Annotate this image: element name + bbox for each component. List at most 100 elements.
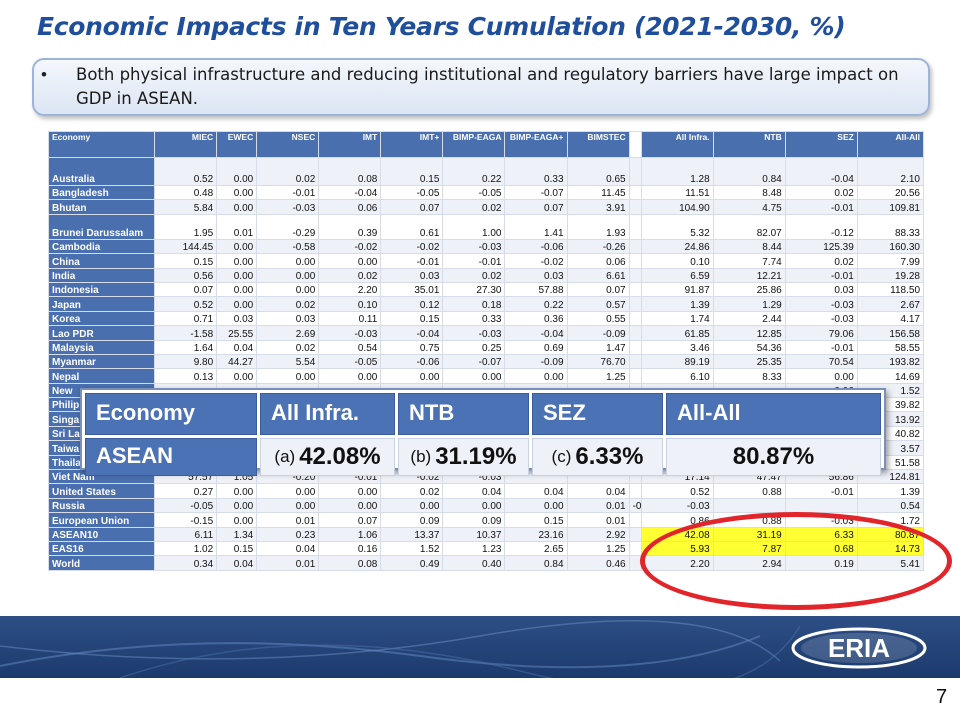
table-row: Myanmar 9.80 44.27 5.54 -0.05 -0.06 -0.07 -0.09… (47, 353, 925, 370)
table-row: EAS16 1.02 0.15 0.04 0.16 1.52 1.23 2.65 1.25 5.9… (47, 540, 925, 557)
economy-cell: Brunei Darussalam (47, 213, 156, 240)
value-cell: 0.02 (442, 267, 506, 283)
table-header-cell: All Infra. (640, 131, 714, 158)
table-row: Bangladesh 0.48 0.00 -0.01 -0.04 -0.05 -0.05 -0… (47, 184, 925, 201)
value-cell: 118.50 (856, 281, 925, 298)
value-cell: 0.69 (504, 339, 568, 355)
economy-cell: European Union (47, 512, 156, 528)
value-cell: 0.07 (380, 199, 444, 215)
value-cell: 1.41 (504, 213, 568, 240)
value-cell: 0.00 (256, 281, 320, 298)
value-cell: 0.00 (216, 296, 258, 312)
value-cell: 0.75 (380, 339, 444, 355)
value-cell: 0.09 (380, 512, 444, 528)
value-cell: 1.74 (640, 310, 714, 327)
table-header-cell: BIMP-EAGA (442, 131, 506, 158)
value-cell: 0.03 (504, 267, 568, 283)
value-cell: 0.84 (504, 555, 568, 571)
value-cell: 0.84 (712, 157, 786, 186)
table-header-cell: NSEC (256, 131, 320, 158)
economy-cell: EAS16 (47, 540, 156, 557)
value-cell: 0.00 (216, 199, 258, 215)
value-cell (628, 184, 642, 201)
value-cell: -0.29 (256, 213, 320, 240)
value-cell: 0.23 (256, 526, 320, 542)
value-cell: 0.08 (318, 555, 382, 571)
value-cell: 1.93 (566, 213, 630, 240)
table-header-cell: IMT+ (380, 131, 444, 158)
value-cell (628, 157, 642, 186)
table-header-cell: MIEC (154, 131, 218, 158)
table-row: Japan 0.52 0.00 0.02 0.10 0.12 0.18 0.22 0.57 1.3… (47, 296, 925, 312)
value-cell: 8.33 (712, 368, 786, 384)
value-cell: 6.10 (640, 368, 714, 384)
value-cell: 0.00 (216, 497, 258, 514)
economy-cell: Korea (47, 310, 156, 327)
value-cell: 0.00 (216, 281, 258, 298)
value-cell: 0.08 (318, 157, 382, 186)
bullet-icon: • (41, 65, 47, 84)
value-cell: 27.30 (442, 281, 506, 298)
value-cell: -0.03 (318, 325, 382, 341)
value-cell: -0.01 (784, 339, 858, 355)
callout-header-all-all: All-All (666, 393, 881, 435)
value-cell (784, 497, 858, 514)
value-cell: 0.02 (380, 483, 444, 499)
table-row: Brunei Darussalam 1.95 0.01 -0.29 0.39 0.61 1.… (47, 213, 925, 240)
value-cell: 2.69 (256, 325, 320, 341)
asean-callout: Economy All Infra. NTB SEZ All-All ASEAN… (80, 388, 886, 476)
value-cell: 0.01 (216, 213, 258, 240)
table-row: India 0.56 0.00 0.00 0.02 0.03 0.02 0.03 6.61 6.5… (47, 267, 925, 283)
value-cell: 1.28 (640, 157, 714, 186)
value-cell: -0.03 (442, 325, 506, 341)
callout-header-ntb: NTB (398, 393, 529, 435)
value-cell (628, 281, 642, 298)
value-cell: 2.20 (640, 555, 714, 571)
callout-label: (b) (410, 447, 432, 466)
value-cell: 0.00 (216, 157, 258, 186)
value-cell: -0.06 (380, 353, 444, 370)
value-cell: 82.07 (712, 213, 786, 240)
value-cell: 0.00 (318, 483, 382, 499)
value-cell: 1.64 (154, 339, 218, 355)
value-cell: 0.06 (566, 253, 630, 269)
value-cell: -0.04 (504, 325, 568, 341)
value-cell: 2.65 (504, 540, 568, 557)
value-cell: 61.85 (640, 325, 714, 341)
value-cell: 0.34 (154, 555, 218, 571)
value-cell: 0.03 (380, 267, 444, 283)
value-cell (628, 267, 642, 283)
value-cell: 0.04 (504, 483, 568, 499)
value-cell: 1.39 (856, 483, 925, 499)
value-cell: 0.16 (318, 540, 382, 557)
callout-percent: 6.33% (575, 443, 644, 470)
value-cell: -0.26 (566, 238, 630, 255)
value-cell: 0.12 (380, 296, 444, 312)
callout-percent: 80.87% (732, 443, 815, 470)
economy-cell: World (47, 555, 156, 571)
callout-header-economy: Economy (85, 393, 257, 435)
value-cell: 0.15 (504, 512, 568, 528)
value-cell: 8.44 (712, 238, 786, 255)
table-row: Bhutan 5.84 0.00 -0.03 0.06 0.07 0.02 0.07 3.91 1… (47, 199, 925, 215)
impact-table: Economy MIEC EWEC NSEC IMT IMT+ BIMP-EAGA BIMP-… (47, 131, 925, 571)
value-cell: 24.86 (640, 238, 714, 255)
value-cell: 57.88 (504, 281, 568, 298)
value-cell: 5.93 (640, 540, 714, 557)
value-cell: 0.02 (256, 339, 320, 355)
value-cell: 0.02 (318, 267, 382, 283)
table-header-cell: IMT (318, 131, 382, 158)
value-cell: 0.02 (256, 157, 320, 186)
value-cell: -0.05 (154, 497, 218, 514)
callout-percent: 31.19% (435, 443, 517, 470)
value-cell: 2.92 (566, 526, 630, 542)
footer-pattern (0, 620, 801, 678)
value-cell: 144.45 (154, 238, 218, 255)
value-cell: 0.00 (216, 512, 258, 528)
value-cell: -0.05 (318, 353, 382, 370)
value-cell: 0.19 (784, 555, 858, 571)
value-cell: 2.44 (712, 310, 786, 327)
value-cell: -0.15 (154, 512, 218, 528)
value-cell: 14.73 (856, 540, 925, 557)
value-cell: 0.04 (442, 483, 506, 499)
